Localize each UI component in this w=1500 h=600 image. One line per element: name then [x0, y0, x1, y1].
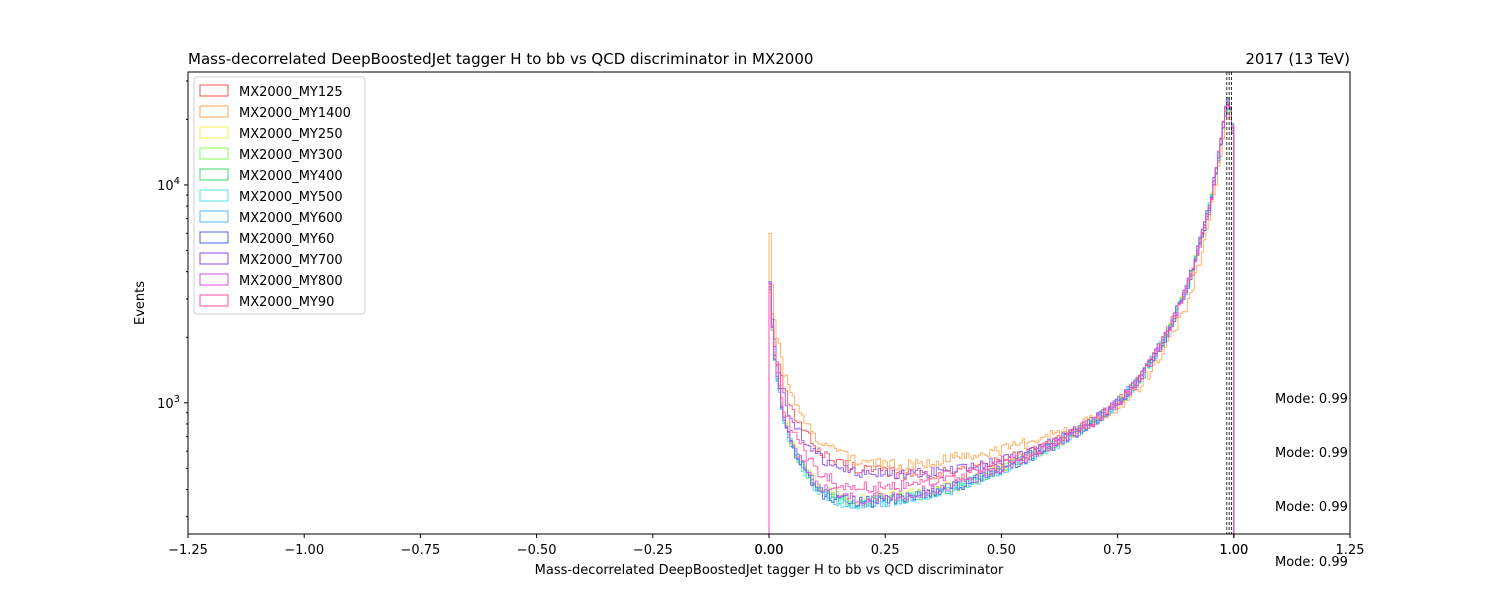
x-tick-label: 0.25: [871, 543, 900, 558]
legend-label-mx2000-my500: MX2000_MY500: [239, 190, 343, 205]
legend-label-mx2000-my90: MX2000_MY90: [239, 295, 334, 310]
chart-subtitle: 2017 (13 TeV): [1245, 50, 1350, 68]
chart-title: Mass-decorrelated DeepBoostedJet tagger …: [188, 50, 813, 68]
legend-label-mx2000-my250: MX2000_MY250: [239, 127, 343, 142]
mode-annotation: Mode: 0.99: [1275, 555, 1348, 570]
mode-annotation: Mode: 0.99: [1275, 500, 1348, 515]
x-tick-label: −1.00: [284, 543, 324, 558]
legend-label-mx2000-my300: MX2000_MY300: [239, 148, 343, 163]
x-tick-label: 0.75: [1103, 543, 1132, 558]
x-tick-label: 0.50: [987, 543, 1016, 558]
x-tick-label-extra: 1.00: [1219, 543, 1248, 558]
legend-label-mx2000-my400: MX2000_MY400: [239, 169, 343, 184]
legend-label-mx2000-my60: MX2000_MY60: [239, 232, 334, 247]
legend-label-mx2000-my125: MX2000_MY125: [239, 85, 343, 100]
legend-label-mx2000-my1400: MX2000_MY1400: [239, 106, 351, 121]
legend-label-mx2000-my600: MX2000_MY600: [239, 211, 343, 226]
mode-annotation: Mode: 0.99: [1275, 446, 1348, 461]
x-tick-label: −1.25: [168, 543, 208, 558]
x-tick-label: −0.50: [517, 543, 557, 558]
x-tick-label: −0.75: [400, 543, 440, 558]
legend-label-mx2000-my800: MX2000_MY800: [239, 274, 343, 289]
y-axis-label: Events: [133, 281, 148, 325]
x-axis-label: Mass-decorrelated DeepBoostedJet tagger …: [535, 563, 1004, 578]
x-tick-label-extra: 0.00: [755, 543, 784, 558]
mode-annotation: Mode: 0.99: [1275, 392, 1348, 407]
legend-label-mx2000-my700: MX2000_MY700: [239, 253, 343, 268]
x-tick-label: −0.25: [633, 543, 673, 558]
legend: MX2000_MY125 MX2000_MY1400 MX2000_MY250 MX2…: [194, 77, 365, 314]
